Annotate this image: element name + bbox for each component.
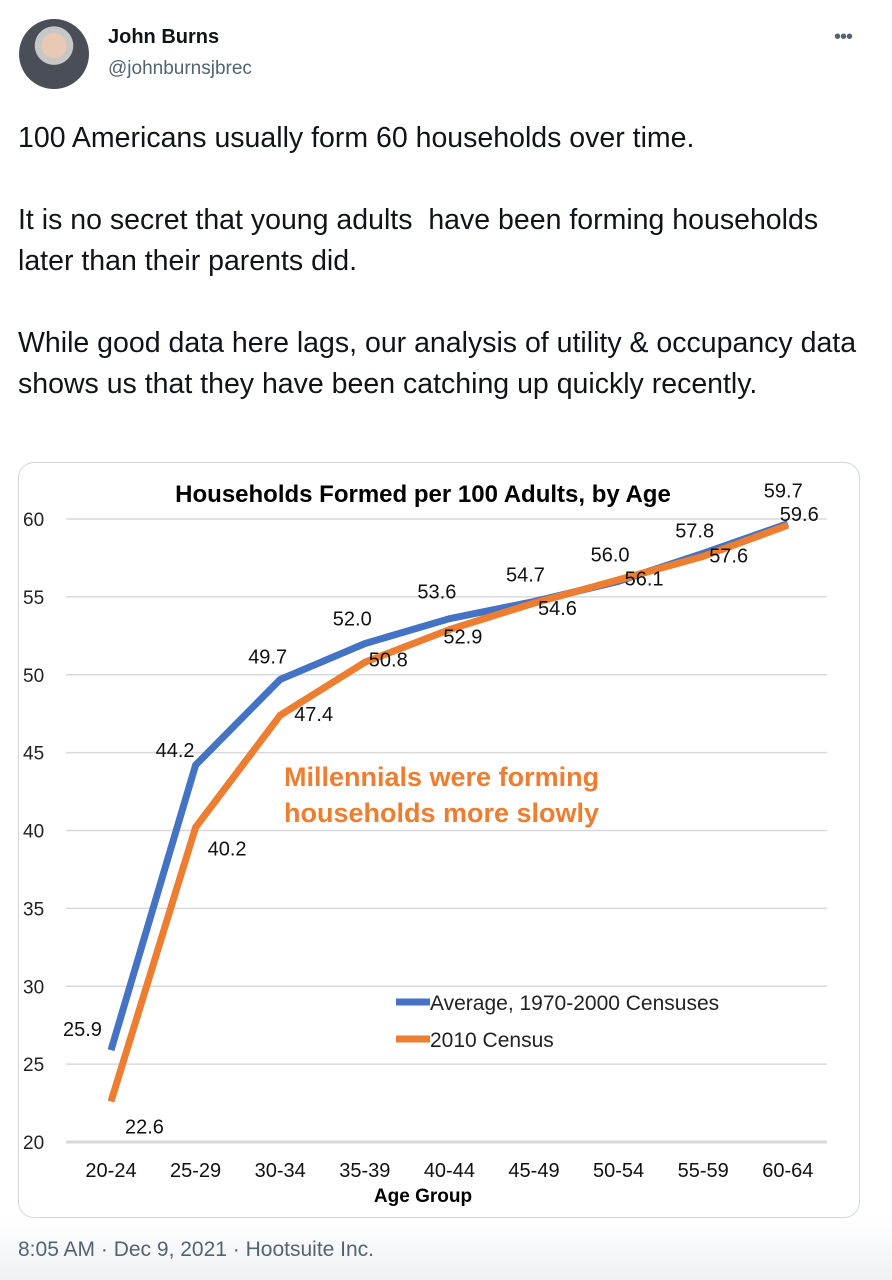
tweet-text: 100 Americans usually form 60 households… [18,122,857,400]
data-label: 22.6 [125,1117,164,1139]
y-tick-label: 35 [23,899,44,920]
y-tick-label: 40 [23,822,44,843]
data-label: 56.0 [591,544,630,566]
y-tick-label: 30 [23,977,44,998]
annotation: Millennials were forming [284,762,599,792]
avatar[interactable] [19,19,89,89]
y-tick-label: 25 [23,1055,44,1076]
tweet-timestamp[interactable]: 8:05 AM · Dec 9, 2021 · Hootsuite Inc. [18,1238,375,1261]
data-label: 52.0 [333,609,372,631]
author-name[interactable]: John Burns [108,26,220,48]
y-tick-label: 45 [23,744,44,765]
data-label: 59.6 [780,504,819,526]
x-tick-label: 30-34 [255,1160,306,1182]
annotation: households more slowly [284,798,599,828]
series-line-2010 [107,521,790,1103]
chart-image[interactable]: 20 25 30 35 40 45 50 55 60 20-24 25-29 30-34 35-39 40… [18,462,860,1218]
data-label: 53.6 [417,582,456,604]
more-horizontal-icon[interactable]: ••• [834,26,853,48]
legend-label: Average, 1970-2000 Censuses [430,992,719,1015]
author-handle[interactable]: @johnburnsjbrec [108,58,252,79]
data-label: 57.6 [709,545,748,567]
data-label: 44.2 [156,740,195,762]
legend-label: 2010 Census [430,1029,554,1052]
data-label: 54.7 [506,565,545,587]
x-axis-label: Age Group [374,1186,472,1207]
x-tick-label: 35-39 [339,1160,390,1182]
x-tick-label: 55-59 [678,1160,729,1182]
x-tick-label: 45-49 [508,1160,559,1182]
data-label: 25.9 [63,1019,102,1041]
y-tick-label: 20 [23,1133,44,1154]
data-label: 56.1 [625,569,664,591]
data-label: 59.7 [764,481,803,503]
data-label: 52.9 [443,627,482,649]
data-label: 50.8 [369,649,408,671]
footer-fade [0,1218,892,1280]
data-label: 49.7 [248,646,287,668]
y-tick-label: 50 [23,666,44,687]
x-tick-label: 50-54 [593,1160,644,1182]
y-tick-label: 60 [23,510,44,531]
x-tick-label: 20-24 [85,1160,136,1182]
line-chart: 20 25 30 35 40 45 50 55 60 20-24 25-29 30-34 35-39 40… [23,481,827,1207]
data-label: 40.2 [208,838,247,860]
data-label: 57.8 [675,520,714,542]
data-label: 47.4 [294,704,333,726]
x-tick-label: 25-29 [170,1160,221,1182]
data-label: 54.6 [538,598,577,620]
x-tick-label: 60-64 [762,1160,813,1182]
y-tick-label: 55 [23,588,44,609]
chart-title: Households Formed per 100 Adults, by Age [175,481,671,508]
x-tick-label: 40-44 [424,1160,475,1182]
